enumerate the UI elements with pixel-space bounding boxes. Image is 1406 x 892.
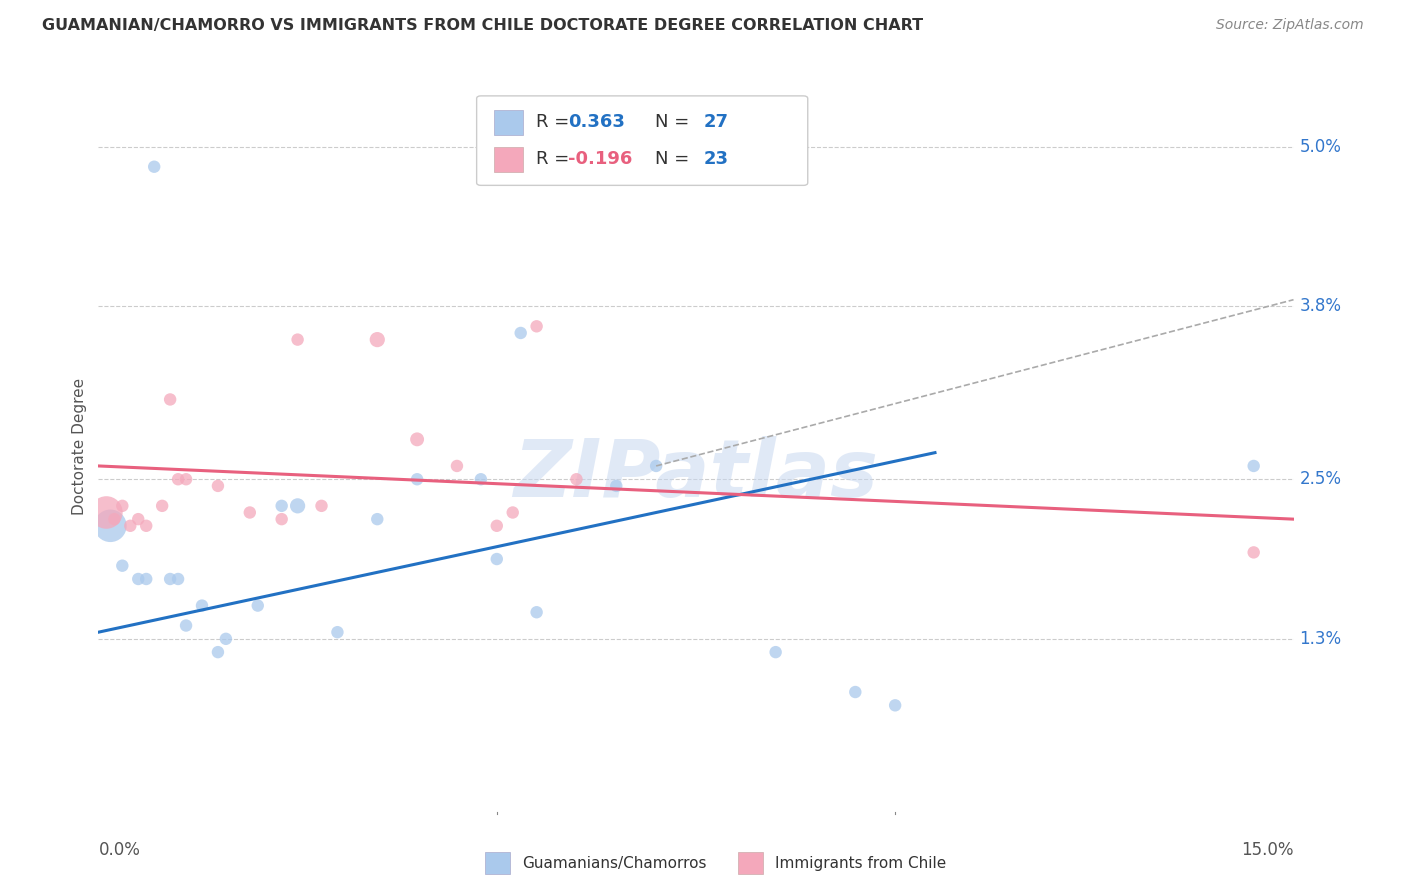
Point xyxy=(135,572,157,586)
Point xyxy=(270,512,292,526)
Point xyxy=(470,472,492,486)
Text: -0.196: -0.196 xyxy=(568,150,633,168)
Point xyxy=(111,499,134,513)
Point xyxy=(526,605,548,619)
Text: 1.3%: 1.3% xyxy=(1299,630,1341,648)
Text: ZIPatlas: ZIPatlas xyxy=(513,436,879,515)
Point xyxy=(287,333,309,347)
Point xyxy=(311,499,333,513)
Point xyxy=(565,472,588,486)
Point xyxy=(174,472,197,486)
Point xyxy=(150,499,173,513)
Text: GUAMANIAN/CHAMORRO VS IMMIGRANTS FROM CHILE DOCTORATE DEGREE CORRELATION CHART: GUAMANIAN/CHAMORRO VS IMMIGRANTS FROM CH… xyxy=(42,18,924,33)
Point xyxy=(135,518,157,533)
Point xyxy=(207,479,229,493)
Text: R =: R = xyxy=(536,113,575,131)
Text: 0.363: 0.363 xyxy=(568,113,624,131)
Point xyxy=(366,512,388,526)
Point xyxy=(96,506,118,520)
Point xyxy=(98,518,122,533)
Point xyxy=(502,506,524,520)
Point xyxy=(366,333,388,347)
Point xyxy=(167,572,190,586)
Text: Source: ZipAtlas.com: Source: ZipAtlas.com xyxy=(1216,18,1364,32)
Point xyxy=(1243,545,1265,559)
Text: Immigrants from Chile: Immigrants from Chile xyxy=(775,856,946,871)
Text: 2.5%: 2.5% xyxy=(1299,470,1341,488)
Text: N =: N = xyxy=(655,113,695,131)
Text: 15.0%: 15.0% xyxy=(1241,841,1294,859)
Point xyxy=(191,599,214,613)
Point xyxy=(246,599,269,613)
Text: 0.0%: 0.0% xyxy=(98,841,141,859)
Point xyxy=(159,392,181,407)
Text: 3.8%: 3.8% xyxy=(1299,297,1341,316)
Y-axis label: Doctorate Degree: Doctorate Degree xyxy=(72,377,87,515)
Point xyxy=(120,518,142,533)
Point xyxy=(215,632,238,646)
Point xyxy=(143,160,166,174)
Text: R =: R = xyxy=(536,150,575,168)
Point xyxy=(884,698,907,713)
Point xyxy=(127,572,149,586)
Point xyxy=(526,319,548,334)
Point xyxy=(765,645,787,659)
Point xyxy=(239,506,262,520)
Point xyxy=(207,645,229,659)
Point xyxy=(509,326,531,340)
Text: 23: 23 xyxy=(703,150,728,168)
Point xyxy=(446,458,468,473)
Point xyxy=(287,499,309,513)
Point xyxy=(485,552,508,566)
Point xyxy=(844,685,866,699)
Text: N =: N = xyxy=(655,150,695,168)
Point xyxy=(605,479,627,493)
Point xyxy=(406,433,429,447)
Text: 5.0%: 5.0% xyxy=(1299,137,1341,156)
Point xyxy=(645,458,668,473)
Point xyxy=(111,558,134,573)
Point xyxy=(485,518,508,533)
Text: Guamanians/Chamorros: Guamanians/Chamorros xyxy=(522,856,706,871)
Point xyxy=(1243,458,1265,473)
Text: 27: 27 xyxy=(703,113,728,131)
Point xyxy=(167,472,190,486)
Point xyxy=(127,512,149,526)
Point xyxy=(406,472,429,486)
Point xyxy=(103,512,125,526)
Point xyxy=(174,618,197,632)
Point xyxy=(326,625,349,640)
Point xyxy=(270,499,292,513)
Point xyxy=(159,572,181,586)
